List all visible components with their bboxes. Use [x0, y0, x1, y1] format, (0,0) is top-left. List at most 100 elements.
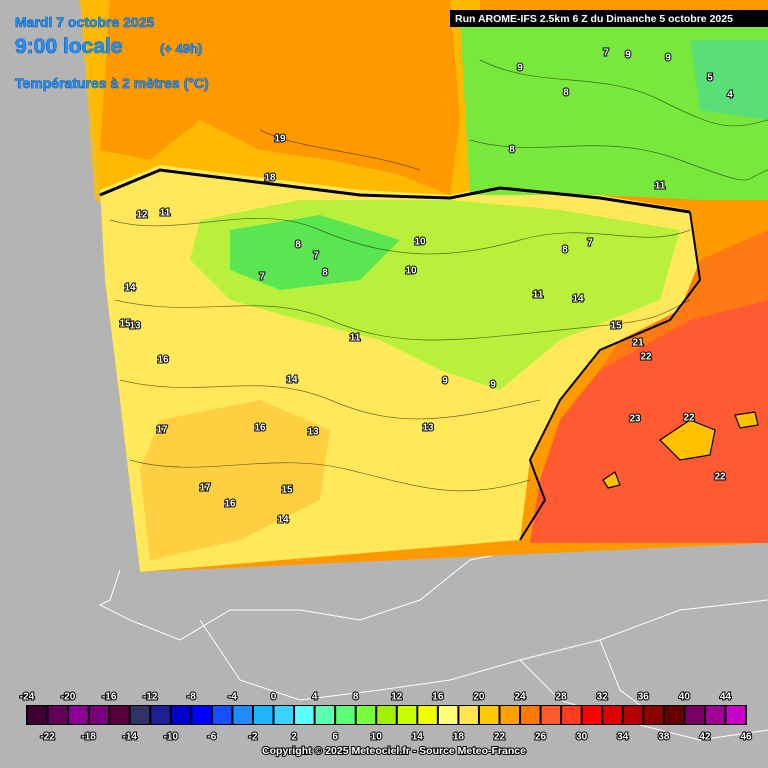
legend-swatch	[336, 706, 355, 724]
legend-label: 2	[291, 732, 297, 743]
legend-swatch	[685, 706, 704, 724]
legend-label: -6	[207, 732, 216, 743]
legend-swatch	[500, 706, 520, 724]
legend-swatch	[541, 706, 561, 724]
contour-label: 7	[313, 251, 319, 262]
legend-label: -20	[61, 692, 76, 703]
contour-label: 16	[157, 355, 169, 366]
legend-swatch	[28, 706, 47, 724]
sea-warm	[530, 300, 768, 543]
contour-label: 14	[124, 283, 136, 294]
contour-label: 11	[533, 290, 544, 301]
legend-swatch	[623, 706, 643, 724]
legend-swatch	[664, 706, 684, 724]
contour-label: 16	[224, 499, 236, 510]
legend-swatch	[397, 706, 417, 724]
legend-swatch	[151, 706, 170, 724]
legend-swatch	[130, 706, 150, 724]
contour-label: 11	[655, 181, 666, 192]
legend-swatch	[192, 706, 211, 724]
legend-label: -18	[81, 732, 96, 743]
legend-label: -10	[164, 732, 179, 743]
france-zone	[460, 20, 768, 200]
legend-label: 20	[473, 692, 485, 703]
contour-label: 19	[274, 134, 286, 145]
coastline	[99, 168, 691, 214]
legend-label: 46	[740, 732, 752, 743]
legend-swatch	[253, 706, 273, 724]
contour-label: 13	[422, 423, 434, 434]
legend-label: 44	[720, 692, 732, 703]
contour-label: 7	[259, 272, 265, 283]
legend-label: 8	[353, 692, 359, 703]
legend-swatch	[644, 706, 663, 724]
legend-swatch	[521, 706, 540, 724]
legend: -24-22-20-18-16-14-12-10-8-6-4-202468101…	[19, 691, 753, 744]
legend-label: 34	[617, 732, 629, 743]
legend-swatch	[705, 706, 725, 724]
legend-label: -22	[40, 732, 55, 743]
legend-label: 12	[391, 692, 403, 703]
contour-label: 7	[603, 48, 609, 59]
contour-label: 14	[277, 515, 289, 526]
time: 9:00 locale	[15, 35, 122, 58]
legend-label: 14	[412, 732, 424, 743]
legend-label: -14	[122, 732, 137, 743]
legend-swatch	[562, 706, 581, 724]
contour-label: 11	[160, 208, 171, 219]
legend-label: -4	[228, 692, 237, 703]
contour-label: 15	[281, 485, 293, 496]
legend-swatch	[69, 706, 88, 724]
legend-swatch	[315, 706, 335, 724]
contour-label: 8	[322, 268, 328, 279]
legend-label: 28	[556, 692, 568, 703]
contour-label: 9	[442, 376, 448, 387]
legend-swatch	[438, 706, 458, 724]
contour-label: 23	[629, 414, 641, 425]
field-title: Températures à 2 mètres (°C)	[15, 75, 209, 91]
legend-label: 0	[271, 692, 277, 703]
contour-label: 22	[640, 352, 652, 363]
legend-label: -24	[20, 692, 35, 703]
contour-label: 13	[307, 427, 319, 438]
legend-swatch	[479, 706, 499, 724]
legend-label: 36	[638, 692, 650, 703]
legend-label: 24	[514, 692, 526, 703]
legend-label: -12	[143, 692, 158, 703]
contour-label: 9	[517, 63, 523, 74]
legend-label: 22	[494, 732, 506, 743]
run-info: Run AROME-IFS 2.5km 6 Z du Dimanche 5 oc…	[455, 13, 733, 25]
contour-label: 11	[350, 333, 361, 344]
legend-label: 4	[312, 692, 318, 703]
legend-swatch	[89, 706, 109, 724]
legend-label: 10	[371, 732, 383, 743]
legend-swatch	[171, 706, 191, 724]
contour-label: 12	[136, 210, 148, 221]
contour-label: 17	[156, 425, 168, 436]
isolines	[109, 59, 768, 492]
contour-label: 8	[562, 245, 568, 256]
legend-swatch	[377, 706, 396, 724]
legend-swatch	[356, 706, 376, 724]
lead-time: (+ 49h)	[160, 41, 202, 56]
east-coast	[519, 211, 702, 541]
contour-label: 10	[405, 266, 417, 277]
legend-label: 18	[453, 732, 465, 743]
legend-label: 40	[679, 692, 691, 703]
contour-label: 5	[707, 73, 713, 84]
legend-label: 38	[658, 732, 670, 743]
legend-swatch	[295, 706, 314, 724]
legend-swatch	[233, 706, 252, 724]
legend-label: 6	[332, 732, 338, 743]
copyright: Copyright © 2025 Meteociel.fr - Source M…	[262, 745, 526, 757]
contour-label: 18	[264, 173, 276, 184]
contour-label: 9	[665, 53, 671, 64]
legend-label: -16	[102, 692, 117, 703]
contour-label: 13	[129, 321, 141, 332]
contour-label: 22	[714, 472, 726, 483]
contour-label: 8	[295, 240, 301, 251]
contour-label: 15	[119, 319, 131, 330]
contour-label: 4	[727, 90, 733, 101]
legend-swatch	[418, 706, 437, 724]
